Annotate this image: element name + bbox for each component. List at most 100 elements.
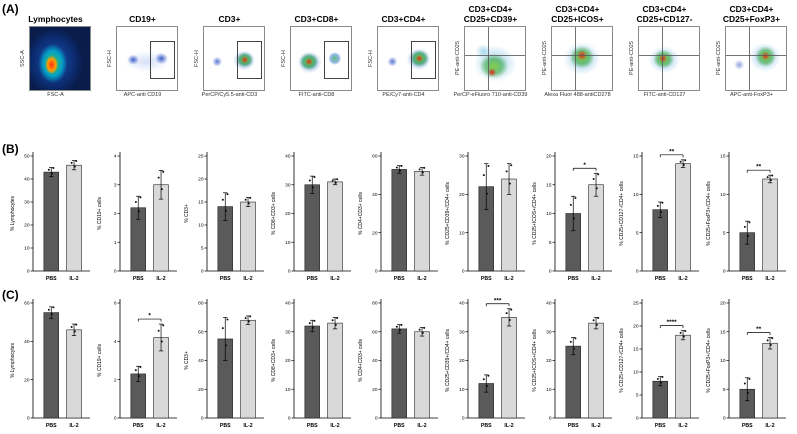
svg-text:20: 20 — [285, 358, 291, 364]
panel-b-label: (B) — [2, 142, 19, 156]
svg-text:4: 4 — [114, 154, 117, 160]
svg-text:*: * — [148, 313, 151, 320]
svg-text:20: 20 — [24, 377, 30, 383]
bar-chart-svg: 0 20 40 60 PBS IL-2 % CD4+CD3+ cells — [358, 152, 438, 282]
svg-text:10: 10 — [633, 370, 639, 376]
bar-chart-c-5: 0 20 40 60 80 PBS IL-2 % CD4+CD3+ cells — [356, 289, 443, 434]
svg-text:10: 10 — [285, 240, 291, 246]
flow-scatter-area — [377, 26, 439, 91]
flow-y-axis-label: PE-anti-CD25 — [629, 41, 635, 76]
svg-text:15: 15 — [720, 154, 726, 160]
bar-chart-svg: 0 10 20 30 40 PBS IL-2 % CD8+CD3+ cells — [271, 152, 351, 282]
svg-text:IL-2: IL-2 — [678, 276, 687, 282]
svg-text:60: 60 — [372, 154, 378, 160]
svg-text:IL-2: IL-2 — [330, 423, 339, 429]
bar-chart-svg: 0 5 10 15 20 25 PBS IL-2 **** % CD25+CD127-/CD4+ … — [619, 299, 699, 429]
bar-chart-b-8: 0 5 10 15 PBS IL-2 ** % CD25+CD127-/CD4+ cells — [617, 142, 704, 288]
panel-c-bar-chart-row: 0 20 40 60 PBS IL-2 % Lymphocytes 0 2 4 6 PBS IL-2 *%… — [8, 289, 791, 434]
flow-plot-title: CD3+CD4+ CD25+ICOS+ — [551, 4, 604, 25]
flow-plot-title: CD3+CD8+ — [294, 14, 339, 25]
bar-chart-c-9: 0 5 10 15 20 PBS IL-2 ** % CD25+FoxP3+/CD4+ cell… — [704, 289, 791, 434]
svg-text:IL-2: IL-2 — [417, 276, 426, 282]
flow-x-axis-label: PE/Cy7-anti-CD4 — [382, 92, 425, 98]
flow-plot-title: Lymphocytes — [28, 14, 83, 25]
svg-text:% CD4+CD3+ cells: % CD4+CD3+ cells — [358, 191, 364, 235]
flow-plot-title: CD3+ — [218, 14, 241, 25]
bar-chart-b-1: 0 10 20 30 40 50 PBS IL-2 % Lymphocytes — [8, 142, 95, 288]
svg-text:% CD25+FoxP3+/CD4+ cells: % CD25+FoxP3+/CD4+ cells — [706, 181, 712, 246]
svg-text:IL-2: IL-2 — [765, 423, 774, 429]
svg-text:30: 30 — [459, 329, 465, 335]
svg-text:IL-2: IL-2 — [69, 423, 78, 429]
bar-chart-c-1: 0 20 40 60 PBS IL-2 % Lymphocytes — [8, 289, 95, 434]
svg-text:2: 2 — [114, 377, 117, 383]
svg-text:PBS: PBS — [220, 423, 231, 429]
flow-plot-lymphocytes: Lymphocytes SSC-A FSC-A — [12, 3, 99, 107]
svg-text:PBS: PBS — [394, 423, 405, 429]
svg-text:20: 20 — [198, 387, 204, 393]
svg-text:% Lymphocytes: % Lymphocytes — [10, 195, 16, 231]
bar-chart-c-7: 0 10 20 30 40 PBS IL-2 % CD25+ICOS+/CD4+ cells — [530, 289, 617, 434]
svg-text:20: 20 — [372, 387, 378, 393]
flow-plot-title: CD3+CD4+ CD25+CD127- — [636, 4, 693, 25]
svg-text:10: 10 — [633, 192, 639, 198]
svg-text:0: 0 — [375, 416, 378, 422]
bar-chart-svg: 0 5 10 15 20 PBS IL-2 ** % CD25+FoxP3+/CD4+ cell… — [706, 299, 786, 429]
flow-x-axis-label: PerCP/Cy5.5-anti-CD3 — [201, 92, 258, 98]
svg-text:20: 20 — [546, 154, 552, 160]
bar-chart-svg: 0 10 20 30 PBS IL-2 % CD25+CD39+/CD4+ cells — [445, 152, 525, 282]
flow-y-axis-label: SSC-A — [20, 50, 26, 67]
svg-text:0: 0 — [288, 416, 291, 422]
svg-text:10: 10 — [285, 387, 291, 393]
svg-text:0: 0 — [27, 269, 30, 275]
svg-text:5: 5 — [636, 230, 639, 236]
svg-text:% CD8+CD3+ cells: % CD8+CD3+ cells — [271, 191, 277, 235]
svg-text:0: 0 — [27, 416, 30, 422]
svg-text:10: 10 — [546, 387, 552, 393]
flow-plot-cd3: CD3+ FSC-H PerCP/Cy5.5-anti-CD3 — [186, 3, 273, 107]
svg-text:6: 6 — [114, 301, 117, 307]
panel-a-label: (A) — [2, 2, 19, 16]
svg-text:IL-2: IL-2 — [504, 423, 513, 429]
svg-text:IL-2: IL-2 — [417, 423, 426, 429]
svg-text:5: 5 — [723, 387, 726, 393]
svg-text:% CD25+FoxP3+/CD4+ cells: % CD25+FoxP3+/CD4+ cells — [706, 328, 712, 393]
svg-text:20: 20 — [546, 358, 552, 364]
svg-text:IL-2: IL-2 — [591, 276, 600, 282]
flow-plot-cd19: CD19+ FSC-H APC-anti CD19 — [99, 3, 186, 107]
bar-chart-svg: 0 20 40 60 PBS IL-2 % Lymphocytes — [10, 299, 90, 429]
svg-text:40: 40 — [285, 154, 291, 160]
svg-text:% CD19+ cells: % CD19+ cells — [97, 344, 103, 377]
svg-text:60: 60 — [24, 301, 30, 307]
flow-scatter-area — [725, 26, 787, 91]
svg-text:0: 0 — [549, 416, 552, 422]
bar-chart-svg: 0 5 10 15 20 PBS IL-2 * % CD25+ICOS+/CD4+ cells — [532, 152, 612, 282]
flow-y-axis-label: PE-anti-CD25 — [716, 41, 722, 76]
svg-text:4: 4 — [114, 339, 117, 345]
svg-text:% CD8+CD3+ cells: % CD8+CD3+ cells — [271, 338, 277, 382]
svg-text:0: 0 — [462, 416, 465, 422]
svg-text:40: 40 — [24, 177, 30, 183]
flow-scatter-area — [551, 26, 613, 91]
flow-scatter-area — [464, 26, 526, 91]
flow-x-axis-label: PerCP-eFluoro 710-anti-CD39 — [453, 92, 528, 98]
svg-text:40: 40 — [24, 339, 30, 345]
svg-text:5: 5 — [201, 246, 204, 252]
svg-text:10: 10 — [459, 387, 465, 393]
svg-text:PBS: PBS — [655, 423, 666, 429]
svg-text:20: 20 — [198, 177, 204, 183]
svg-text:% CD3+: % CD3+ — [184, 204, 190, 223]
svg-text:% CD25+CD127-/CD4+ cells: % CD25+CD127-/CD4+ cells — [619, 328, 625, 393]
svg-text:PBS: PBS — [481, 276, 492, 282]
bar-chart-c-6: 0 10 20 30 40 PBS IL-2 *** % CD25+CD39+/CD4+ cel… — [443, 289, 530, 434]
bar-chart-svg: 0 5 10 15 PBS IL-2 ** % CD25+FoxP3+/CD4+ cells — [706, 152, 786, 282]
svg-text:% CD19+ cells: % CD19+ cells — [97, 197, 103, 230]
svg-text:IL-2: IL-2 — [504, 276, 513, 282]
svg-text:IL-2: IL-2 — [678, 423, 687, 429]
svg-text:40: 40 — [459, 301, 465, 307]
flow-scatter-area — [638, 26, 700, 91]
svg-text:0: 0 — [288, 269, 291, 275]
svg-text:*: * — [583, 162, 586, 169]
svg-text:5: 5 — [636, 393, 639, 399]
svg-text:PBS: PBS — [46, 423, 57, 429]
